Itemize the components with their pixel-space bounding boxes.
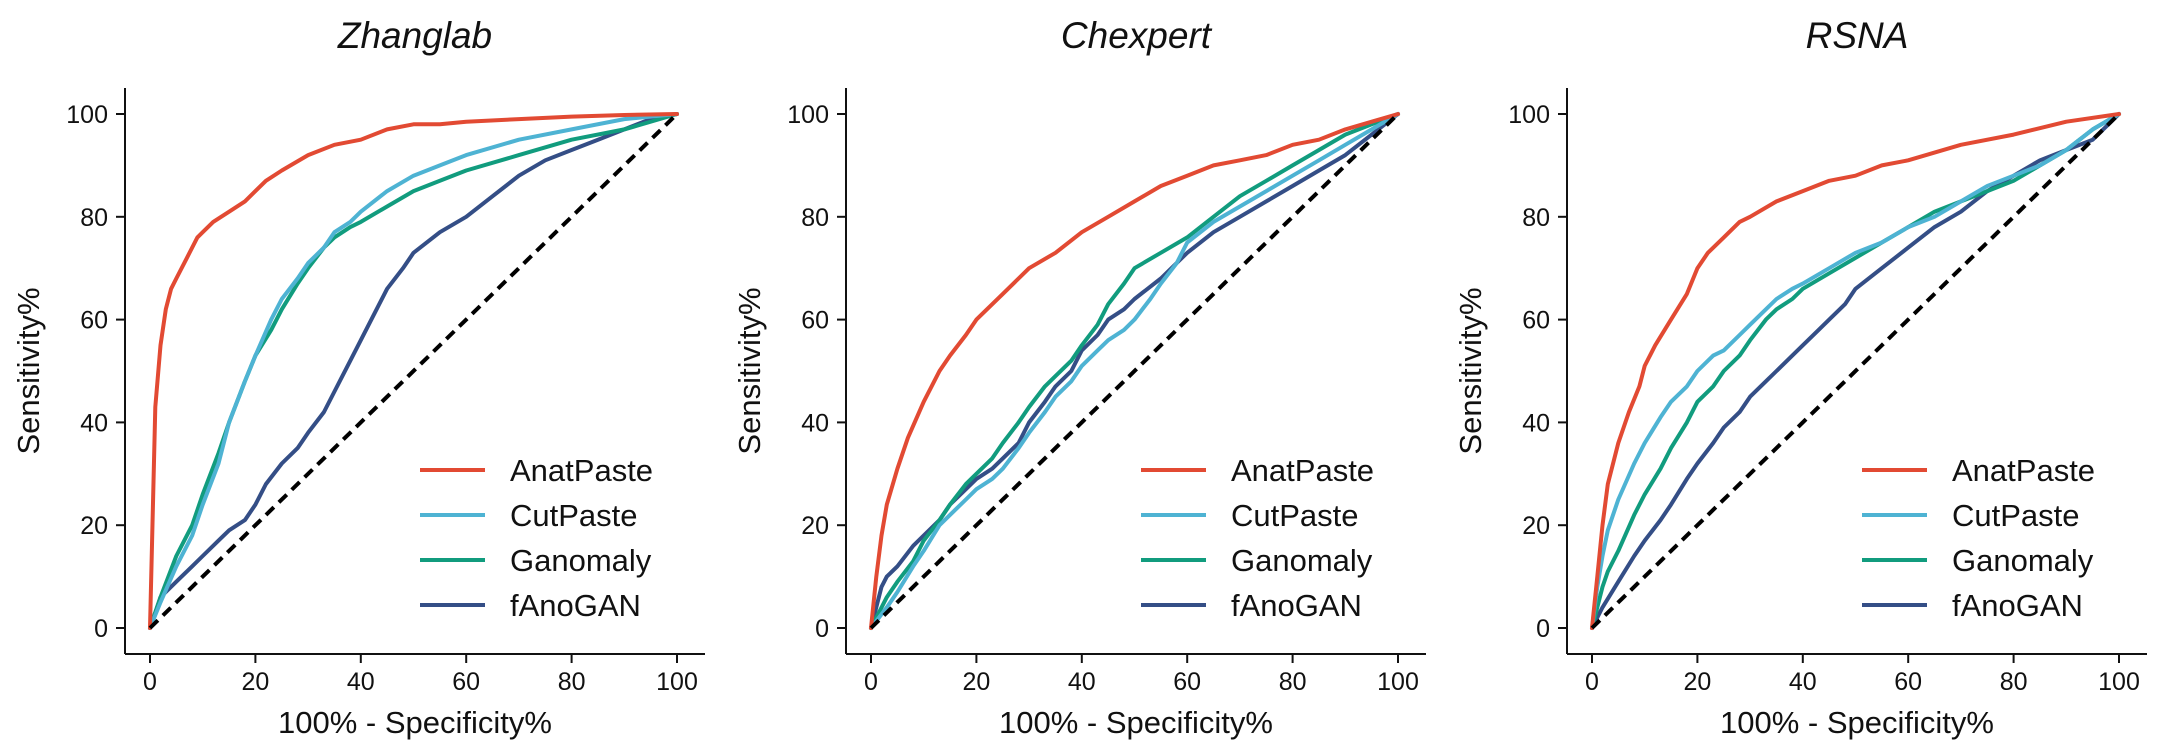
x-tick-label: 100 (656, 668, 698, 696)
legend-label-ganomaly: Ganomaly (510, 543, 652, 578)
x-tick-label: 0 (143, 668, 157, 696)
panel-title: Chexpert (1061, 15, 1213, 56)
series-line-ganomaly (869, 112, 1400, 630)
series-line-cutpaste (869, 112, 1400, 630)
y-tick-label: 80 (801, 204, 829, 232)
x-tick-label: 40 (1789, 668, 1817, 696)
y-tick-label: 0 (815, 615, 829, 643)
panel-title: Zhanglab (337, 15, 492, 56)
legend-label-cutpaste: CutPaste (510, 498, 638, 533)
x-tick-label: 100 (1377, 668, 1419, 696)
series-line-cutpaste (148, 112, 679, 630)
y-tick-label: 40 (801, 409, 829, 437)
y-tick-label: 60 (801, 307, 829, 335)
y-tick-label: 100 (1508, 101, 1550, 129)
x-tick-label: 80 (2000, 668, 2028, 696)
series-line-cutpaste (1590, 112, 2121, 630)
y-tick-label: 60 (1522, 307, 1550, 335)
legend-label-ganomaly: Ganomaly (1952, 543, 2094, 578)
x-tick-label: 20 (241, 668, 269, 696)
roc-panel-rsna: RSNA 0 20 40 60 80 100 0 20 40 60 80 100 100% - Speci… (1453, 15, 2147, 740)
x-tick-label: 0 (864, 668, 878, 696)
legend-label-fanogan: fAnoGAN (1952, 588, 2083, 623)
x-tick-label: 40 (347, 668, 375, 696)
y-axis-label: Sensitivity% (732, 287, 767, 454)
x-tick-label: 80 (1279, 668, 1307, 696)
legend-label-cutpaste: CutPaste (1952, 498, 2080, 533)
legend-label-anatpaste: AnatPaste (1231, 453, 1374, 488)
x-tick-label: 20 (962, 668, 990, 696)
x-tick-label: 60 (452, 668, 480, 696)
legend-label-cutpaste: CutPaste (1231, 498, 1359, 533)
y-tick-label: 20 (1522, 512, 1550, 540)
x-tick-label: 0 (1585, 668, 1599, 696)
legend-label-fanogan: fAnoGAN (1231, 588, 1362, 623)
y-tick-label: 80 (80, 204, 108, 232)
x-tick-label: 100 (2098, 668, 2140, 696)
y-tick-label: 0 (1536, 615, 1550, 643)
y-tick-label: 100 (787, 101, 829, 129)
x-axis-label: 100% - Specificity% (278, 705, 552, 740)
y-tick-label: 20 (801, 512, 829, 540)
roc-panel-chexpert: Chexpert 0 20 40 60 80 100 0 20 40 60 80 100 100% - S… (732, 15, 1426, 740)
diagonal-reference-line (148, 112, 679, 630)
series-line-anatpaste (869, 112, 1400, 630)
legend-label-anatpaste: AnatPaste (1952, 453, 2095, 488)
y-tick-label: 40 (1522, 409, 1550, 437)
series-line-anatpaste (148, 112, 679, 630)
series-line-fanogan (869, 112, 1400, 630)
x-tick-label: 60 (1173, 668, 1201, 696)
roc-panel-zhanglab: Zhanglab 0 20 40 60 80 100 0 20 40 60 80 100 100% - S… (11, 15, 705, 740)
y-tick-label: 60 (80, 307, 108, 335)
x-tick-label: 80 (558, 668, 586, 696)
diagonal-reference-line (1590, 112, 2121, 630)
legend-label-fanogan: fAnoGAN (510, 588, 641, 623)
x-tick-label: 20 (1683, 668, 1711, 696)
x-axis-label: 100% - Specificity% (1720, 705, 1994, 740)
x-axis-label: 100% - Specificity% (999, 705, 1273, 740)
series-line-fanogan (148, 112, 679, 630)
y-tick-label: 40 (80, 409, 108, 437)
x-tick-label: 40 (1068, 668, 1096, 696)
legend-label-ganomaly: Ganomaly (1231, 543, 1373, 578)
y-tick-label: 80 (1522, 204, 1550, 232)
diagonal-reference-line (869, 112, 1400, 630)
y-axis-label: Sensitivity% (11, 287, 46, 454)
panel-title: RSNA (1806, 15, 1909, 56)
y-tick-label: 100 (66, 101, 108, 129)
series-line-ganomaly (148, 112, 679, 630)
legend-label-anatpaste: AnatPaste (510, 453, 653, 488)
y-tick-label: 20 (80, 512, 108, 540)
y-axis-label: Sensitivity% (1453, 287, 1488, 454)
series-line-anatpaste (1590, 112, 2121, 630)
y-tick-label: 0 (94, 615, 108, 643)
x-tick-label: 60 (1894, 668, 1922, 696)
series-line-ganomaly (1590, 112, 2121, 630)
